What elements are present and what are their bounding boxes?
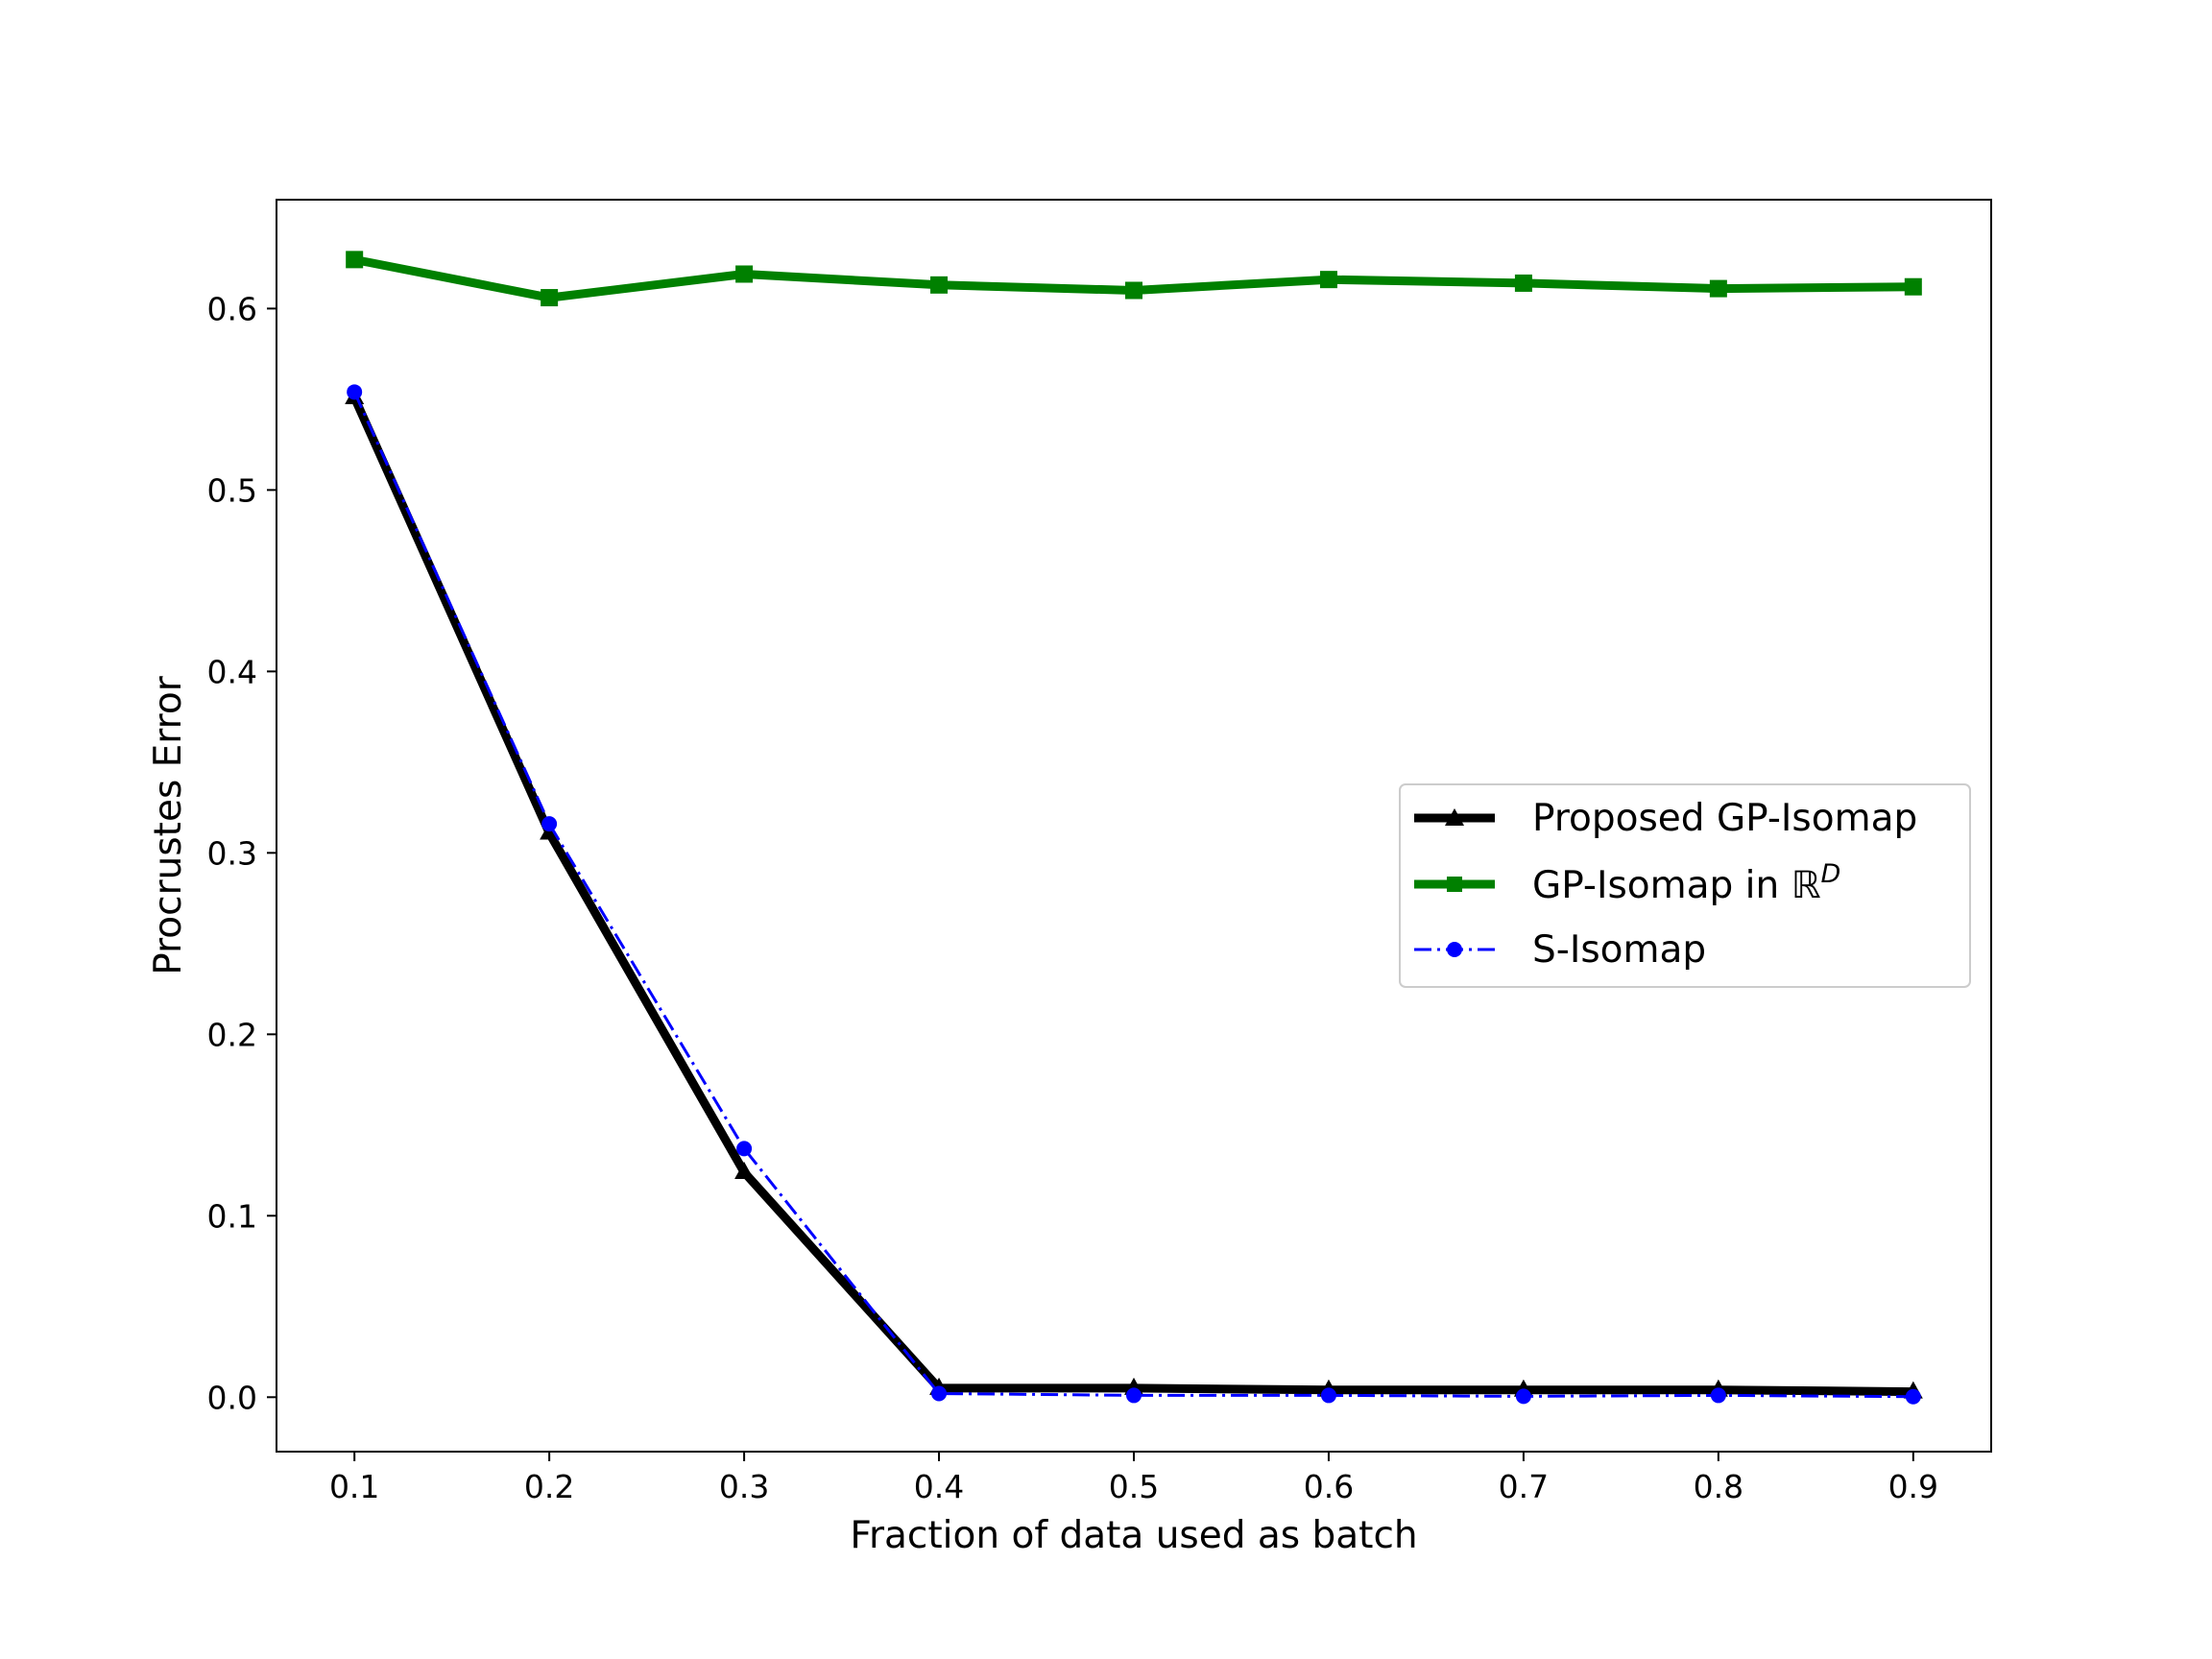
ticks-layer: 0.1 0.2 0.3 0.4 0.5 0.6 0.7 0.8 0.9 0.0 0.1 0.2 0.3 0… xyxy=(207,290,1939,1505)
x-tick-label: 0.5 xyxy=(1109,1468,1159,1505)
x-tick-label: 0.6 xyxy=(1304,1468,1354,1505)
data-point-gp-rd xyxy=(1904,277,1922,296)
y-tick-label: 0.6 xyxy=(207,290,257,327)
y-tick-label: 0.3 xyxy=(207,834,257,872)
legend-marker-proposed xyxy=(1445,808,1464,826)
data-point-s-isomap xyxy=(931,1385,948,1402)
x-tick-label: 0.2 xyxy=(524,1468,574,1505)
y-tick-label: 0.2 xyxy=(207,1016,257,1053)
data-point-gp-rd xyxy=(1514,274,1532,292)
data-point-gp-rd xyxy=(1319,271,1337,289)
data-point-gp-rd xyxy=(346,251,364,269)
data-point-gp-rd xyxy=(735,265,754,283)
data-point-proposed xyxy=(734,1161,755,1179)
x-tick-label: 0.3 xyxy=(719,1468,769,1505)
data-point-gp-rd xyxy=(1125,281,1142,300)
y-axis-label: Procrustes Error xyxy=(147,675,190,974)
legend-label-gp-rd-symbol: ℝ xyxy=(1791,864,1821,907)
x-axis-label: Fraction of data used as batch xyxy=(850,1514,1417,1557)
legend-marker-s-isomap xyxy=(1447,942,1462,957)
legend-label-gp-rd-superscript: D xyxy=(1821,859,1841,889)
y-tick-label: 0.1 xyxy=(207,1197,257,1235)
legend-label-gp-rd: GP-Isomap in ℝD xyxy=(1532,859,1840,907)
data-point-gp-rd xyxy=(1709,279,1727,298)
x-tick-label: 0.9 xyxy=(1888,1468,1938,1505)
legend-box xyxy=(1399,783,1971,988)
legend: Proposed GP-Isomap GP-Isomap in ℝD S-Iso… xyxy=(1399,783,1971,988)
data-point-s-isomap xyxy=(1515,1388,1531,1405)
y-tick-label: 0.0 xyxy=(207,1379,257,1416)
data-point-gp-rd xyxy=(930,276,949,294)
x-tick-label: 0.4 xyxy=(914,1468,964,1505)
data-point-s-isomap xyxy=(347,384,363,400)
legend-label-s-isomap: S-Isomap xyxy=(1532,928,1706,972)
x-tick-label: 0.1 xyxy=(329,1468,379,1505)
series-layer xyxy=(345,251,1923,1405)
data-point-s-isomap xyxy=(736,1141,753,1157)
y-tick-label: 0.5 xyxy=(207,471,257,509)
x-tick-label: 0.7 xyxy=(1499,1468,1549,1505)
series-line-s-isomap xyxy=(352,391,1913,1399)
y-tick-label: 0.4 xyxy=(207,653,257,690)
legend-marker-gp-rd xyxy=(1447,877,1462,892)
data-point-s-isomap xyxy=(1126,1387,1142,1404)
data-point-s-isomap xyxy=(1905,1388,1921,1405)
data-point-gp-rd xyxy=(541,289,559,307)
legend-label-gp-rd-prefix: GP-Isomap in xyxy=(1532,864,1791,907)
legend-label-proposed: Proposed GP-Isomap xyxy=(1532,797,1917,840)
data-point-s-isomap xyxy=(1710,1387,1726,1404)
x-tick-label: 0.8 xyxy=(1694,1468,1743,1505)
data-point-s-isomap xyxy=(541,816,558,832)
data-point-s-isomap xyxy=(1320,1387,1336,1404)
